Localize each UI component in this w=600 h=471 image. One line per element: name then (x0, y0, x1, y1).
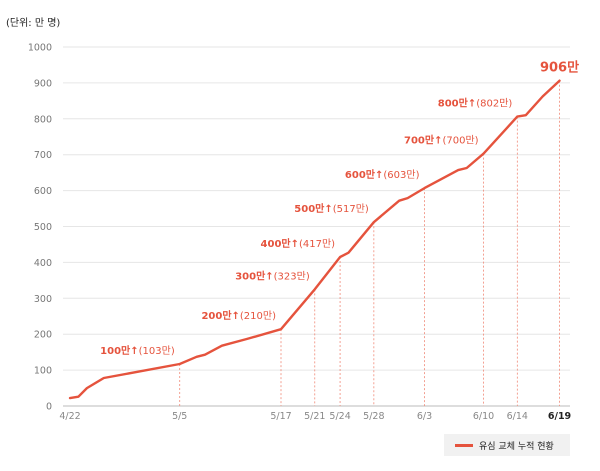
milestone-main: 100만↑ (100, 344, 138, 357)
x-tick-label: 6/19 (548, 411, 571, 422)
y-tick-label: 300 (34, 294, 52, 305)
x-tick-label: 6/10 (473, 411, 494, 422)
milestone-main: 700만↑ (404, 134, 442, 147)
milestone-label: 700만↑(700만) (404, 134, 479, 147)
y-tick-label: 1000 (28, 43, 52, 54)
milestone-label: 400만↑(417만) (261, 237, 336, 250)
y-tick-label: 900 (34, 78, 52, 89)
milestone-sub: (210만) (240, 310, 276, 322)
x-tick-label: 5/21 (304, 411, 325, 422)
milestone-sub: (103만) (139, 345, 175, 357)
unit-label: (단위: 만 명) (6, 18, 61, 29)
y-tick-label: 100 (34, 366, 52, 377)
x-tick-label: 4/22 (59, 411, 80, 422)
final-value-label: 906만 (540, 60, 579, 76)
milestone-sub: (323만) (274, 270, 310, 282)
milestone-main: 800만↑ (438, 97, 476, 110)
milestone-sub: (802만) (476, 98, 512, 110)
y-tick-label: 800 (34, 114, 52, 125)
x-tick-label: 5/28 (363, 411, 384, 422)
x-tick-label: 5/5 (172, 411, 187, 422)
milestone-sub: (517만) (333, 203, 369, 215)
y-tick-label: 200 (34, 330, 52, 341)
milestone-sub: (417만) (299, 238, 335, 250)
y-tick-label: 0 (46, 402, 52, 413)
legend-swatch (455, 443, 473, 447)
series-line (68, 79, 561, 400)
x-tick-label: 5/24 (329, 411, 350, 422)
milestone-main: 600만↑ (345, 168, 383, 181)
milestone-label: 200만↑(210만) (201, 309, 276, 322)
x-tick-label: 6/3 (417, 411, 432, 422)
y-tick-label: 400 (34, 258, 52, 269)
milestone-label: 500만↑(517만) (294, 202, 369, 215)
x-tick-label: 6/14 (507, 411, 528, 422)
milestone-sub: (700만) (442, 135, 478, 147)
x-tick-label: 5/17 (270, 411, 291, 422)
milestone-main: 400만↑ (261, 237, 299, 250)
y-tick-label: 600 (34, 186, 52, 197)
y-tick-label: 500 (34, 222, 52, 233)
milestone-main: 200만↑ (201, 309, 239, 322)
y-tick-label: 700 (34, 150, 52, 161)
milestone-main: 300만↑ (235, 269, 273, 282)
milestone-label: 800만↑(802만) (438, 97, 513, 110)
milestone-label: 300만↑(323만) (235, 269, 310, 282)
milestone-label: 100만↑(103만) (100, 344, 175, 357)
legend: 유심 교체 누적 현황 (444, 434, 570, 456)
legend-label: 유심 교체 누적 현황 (479, 441, 554, 452)
milestone-main: 500만↑ (294, 202, 332, 215)
milestone-sub: (603만) (383, 169, 419, 181)
milestone-label: 600만↑(603만) (345, 168, 420, 181)
